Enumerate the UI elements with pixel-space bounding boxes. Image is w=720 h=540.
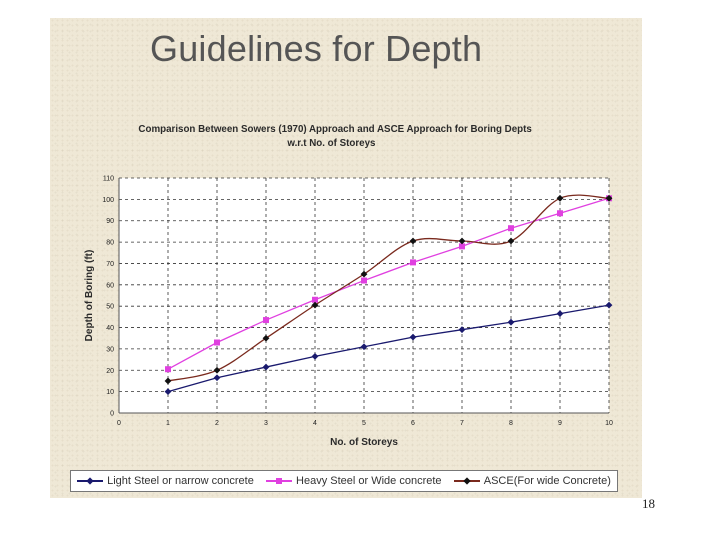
data-point-series-1	[557, 210, 563, 217]
data-point-series-2	[556, 194, 564, 202]
data-point-series-2	[213, 366, 221, 374]
x-tick-label: 2	[215, 420, 219, 427]
legend-label-heavy-steel: Heavy Steel or Wide concrete	[296, 475, 442, 487]
y-tick-label: 70	[106, 261, 114, 268]
series-line-2	[167, 194, 610, 382]
data-point-series-0	[458, 326, 466, 334]
data-point-series-1	[214, 339, 220, 346]
legend-label-asce: ASCE(For wide Concrete)	[483, 475, 611, 487]
data-point-series-2	[311, 301, 319, 309]
data-point-series-1	[361, 277, 367, 284]
plot-area	[119, 178, 609, 413]
legend-swatch-light-steel	[77, 476, 104, 486]
data-point-series-1	[312, 296, 318, 303]
y-tick-label: 60	[106, 282, 114, 289]
data-point-series-0	[507, 318, 515, 326]
x-tick-label: 9	[558, 420, 562, 427]
y-tick-label: 40	[106, 325, 114, 332]
data-point-series-0	[164, 388, 172, 396]
chart-plot: 0 10 20 30 40 50 60 70 80 90 100 110 0 1 2 3 4 5 6 7 8 9 10 No.…	[84, 176, 613, 449]
data-point-series-2	[262, 334, 270, 342]
chart-legend: Light Steel or narrow concrete Heavy Ste…	[70, 470, 618, 492]
y-tick-label: 10	[106, 389, 114, 396]
data-point-series-0	[213, 374, 221, 382]
chart-title: Comparison Between Sowers (1970) Approac…	[108, 122, 592, 150]
data-point-series-2	[507, 237, 515, 245]
y-tick-label: 90	[106, 218, 114, 225]
x-tick-label: 10	[605, 420, 613, 427]
data-point-series-2	[605, 194, 613, 202]
chart-title-line-1: Comparison Between Sowers (1970) Approac…	[138, 123, 532, 135]
data-point-series-2	[458, 237, 466, 245]
y-tick-label: 30	[106, 346, 114, 353]
x-tick-label: 1	[166, 420, 170, 427]
data-point-series-2	[164, 377, 172, 385]
y-tick-label: 100	[102, 197, 114, 204]
legend-item-heavy-steel: Heavy Steel or Wide concrete	[266, 475, 442, 487]
y-tick-label: 0	[110, 411, 114, 418]
data-point-series-0	[556, 310, 564, 318]
data-point-series-0	[262, 363, 270, 371]
x-tick-label: 5	[362, 420, 366, 427]
legend-item-light-steel: Light Steel or narrow concrete	[77, 475, 254, 487]
page-number: 18	[642, 496, 655, 511]
x-tick-label: 7	[460, 420, 464, 427]
legend-label-light-steel: Light Steel or narrow concrete	[107, 475, 254, 487]
data-point-series-1	[508, 225, 514, 232]
x-tick-label: 3	[264, 420, 268, 427]
legend-swatch-asce	[453, 476, 480, 486]
data-point-series-0	[360, 343, 368, 351]
legend-swatch-heavy-steel	[266, 476, 293, 486]
y-tick-label: 20	[106, 368, 114, 375]
slide-title: Guidelines for Depth	[150, 28, 483, 69]
data-point-series-0	[605, 301, 613, 309]
x-axis-title: No. of Storeys	[330, 437, 398, 448]
legend-item-asce: ASCE(For wide Concrete)	[453, 475, 611, 487]
data-point-series-2	[409, 237, 417, 245]
y-tick-label: 50	[106, 304, 114, 311]
y-tick-label: 80	[106, 240, 114, 247]
data-point-series-0	[409, 333, 417, 341]
data-point-series-1	[459, 243, 465, 250]
x-tick-label: 4	[313, 420, 317, 427]
data-point-series-1	[410, 259, 416, 266]
x-tick-label: 6	[411, 420, 415, 427]
y-axis-title: Depth of Boring (ft)	[84, 250, 95, 342]
series-line-0	[167, 304, 610, 393]
series-line-1	[167, 197, 610, 370]
x-tick-label: 0	[117, 420, 121, 427]
data-point-series-1	[263, 317, 269, 324]
data-point-series-1	[165, 366, 171, 373]
y-tick-label: 110	[103, 176, 114, 183]
chart-title-line-2: w.r.t No. of Storeys	[287, 137, 376, 149]
x-tick-label: 8	[509, 420, 513, 427]
data-point-series-2	[360, 270, 368, 278]
data-point-series-0	[311, 352, 319, 360]
slide-panel: Guidelines for Depth Comparison Between …	[50, 18, 642, 498]
